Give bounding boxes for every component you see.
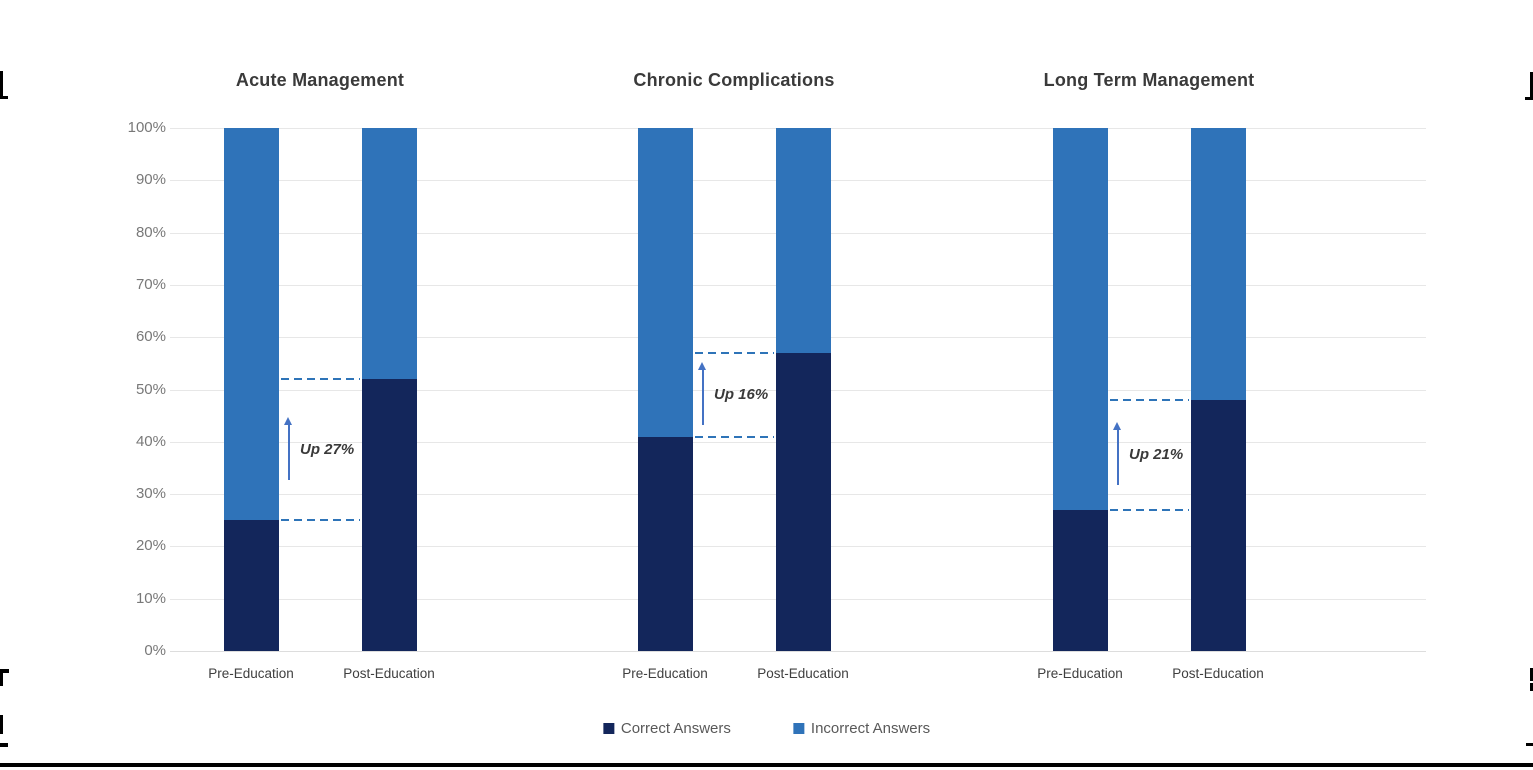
category-label: Pre-Education [622, 666, 708, 681]
panel-title: Long Term Management [1043, 70, 1255, 90]
y-tick-label-100: 100% [127, 119, 166, 136]
legend-item-correct: Correct Answers [602, 720, 731, 737]
legend-label-incorrect: Incorrect Answers [810, 720, 931, 737]
bottom-border-line [0, 763, 1533, 767]
crop-mark [1526, 743, 1533, 746]
bar-correct-pre-education [637, 436, 693, 651]
legend-label-correct: Correct Answers [620, 720, 731, 737]
bar-correct-pre-education [223, 520, 279, 651]
panel-title: Chronic Complications [633, 70, 835, 90]
y-tick-label-70: 70% [135, 275, 166, 293]
legend: Correct Answers Incorrect Answers [602, 720, 931, 737]
category-label: Post-Education [343, 666, 435, 681]
annotation-dash-to [694, 351, 774, 354]
up-arrow-icon [288, 423, 290, 480]
annotation-label: Up 16% [714, 385, 769, 403]
up-arrow-head-icon [1113, 421, 1121, 430]
y-tick-label-90: 90% [135, 171, 166, 189]
crop-mark [0, 743, 8, 747]
bar-correct-pre-education [1052, 509, 1108, 651]
up-arrow-icon [702, 368, 704, 425]
annotation-dash-from [280, 519, 360, 522]
gridline-0 [170, 651, 1426, 652]
y-tick-label-30: 30% [135, 485, 166, 503]
bar-incorrect-post-education [361, 128, 417, 380]
bar-incorrect-pre-education [1052, 128, 1108, 510]
legend-item-incorrect: Incorrect Answers [792, 720, 931, 737]
crop-mark [0, 71, 3, 97]
annotation-label: Up 27% [300, 440, 355, 458]
bar-incorrect-pre-education [223, 128, 279, 521]
bar-correct-post-education [775, 352, 831, 651]
y-tick-label-50: 50% [135, 380, 166, 398]
annotation-dash-from [1109, 508, 1189, 511]
y-tick-label-40: 40% [135, 432, 166, 450]
y-tick-label-20: 20% [135, 537, 166, 555]
crop-mark [1530, 683, 1533, 691]
y-tick-label-60: 60% [135, 328, 166, 346]
up-arrow-head-icon [698, 361, 706, 370]
annotation-dash-to [280, 378, 360, 381]
crop-mark [0, 669, 9, 673]
category-label: Post-Education [1172, 666, 1264, 681]
incorrect-answers-swatch-icon [792, 723, 804, 734]
correct-answers-swatch-icon [602, 723, 614, 734]
y-tick-label-10: 10% [135, 589, 166, 607]
y-tick-label-80: 80% [135, 223, 166, 241]
bar-correct-post-education [361, 379, 417, 651]
crop-mark [0, 669, 3, 686]
category-label: Pre-Education [208, 666, 294, 681]
y-tick-label-0: 0% [144, 642, 166, 659]
panel-title: Acute Management [235, 70, 405, 90]
up-arrow-head-icon [284, 416, 292, 425]
bar-incorrect-post-education [1190, 128, 1246, 400]
annotation-label: Up 21% [1129, 445, 1184, 463]
annotation-dash-from [694, 435, 774, 438]
up-arrow-icon [1117, 428, 1119, 485]
crop-mark [0, 715, 3, 734]
bar-incorrect-post-education [775, 128, 831, 353]
crop-mark [1530, 668, 1533, 681]
annotation-dash-to [1109, 398, 1189, 401]
crop-mark [1530, 72, 1533, 98]
bar-incorrect-pre-education [637, 128, 693, 437]
category-label: Post-Education [757, 666, 849, 681]
category-label: Pre-Education [1037, 666, 1123, 681]
crop-mark [1525, 97, 1533, 100]
crop-mark [0, 96, 8, 99]
bar-correct-post-education [1190, 399, 1246, 651]
